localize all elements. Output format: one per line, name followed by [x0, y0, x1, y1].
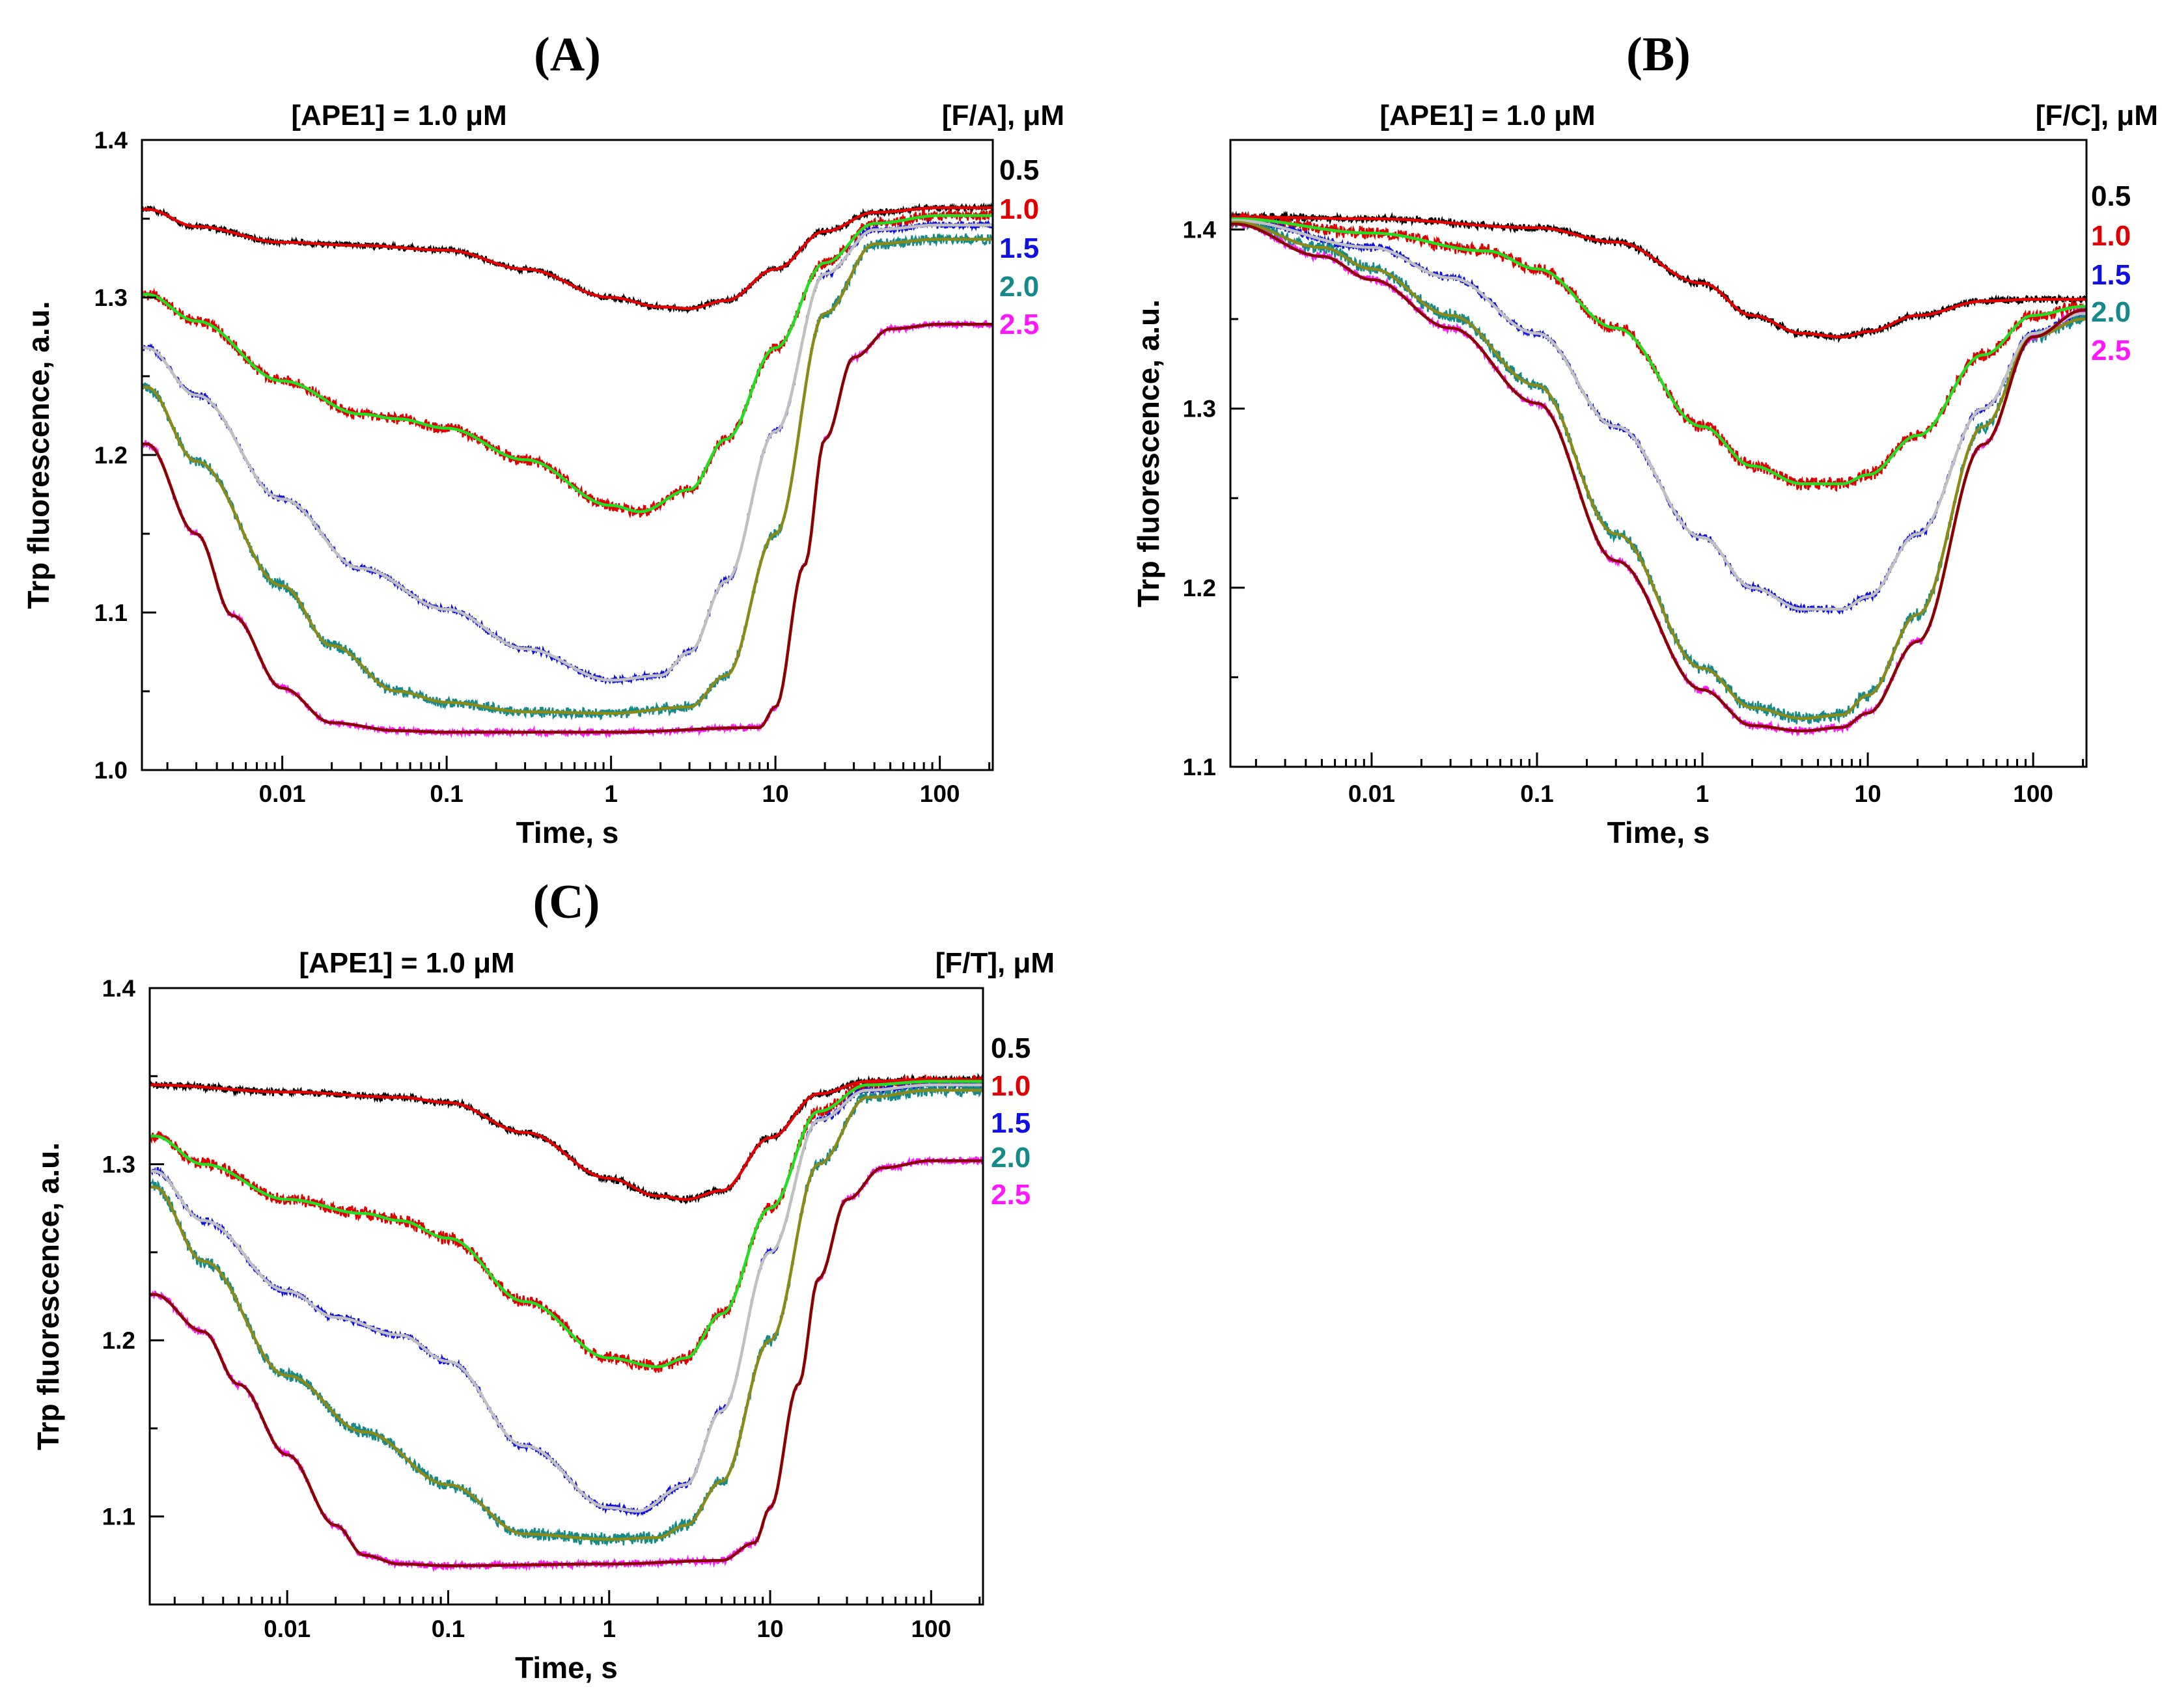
panel-c: (C) [APE1] = 1.0 μM [F/T], μM 0.01 0.1 1 10 100… [31, 875, 1055, 1685]
series-fit-line [150, 1080, 983, 1368]
legend-entry: 1.5 [2091, 259, 2131, 291]
y-tick-label: 1.2 [102, 1327, 135, 1354]
chart-title: [APE1] = 1.0 μM [299, 947, 514, 979]
legend-entry: 1.5 [991, 1107, 1031, 1139]
x-tick-label: 10 [762, 780, 789, 807]
series-fit-line [150, 1159, 983, 1567]
x-tick-label: 1 [604, 780, 618, 807]
series-fit-line [142, 206, 993, 310]
series-trace [150, 1079, 983, 1517]
y-axis-label: Trp fluorescence, a.u. [31, 1142, 65, 1450]
y-tick-label: 1.1 [1183, 754, 1216, 780]
y-tick-label: 1.4 [94, 127, 128, 154]
series-trace [150, 1155, 983, 1573]
x-tick-label: 0.1 [432, 1616, 465, 1642]
legend-title: [F/T], μM [935, 947, 1055, 979]
series-fit-line [1230, 221, 2086, 720]
series-trace [142, 219, 993, 686]
legend-entry: 2.5 [2091, 335, 2131, 366]
series-trace [142, 319, 993, 739]
series-fit-line [150, 1083, 983, 1513]
panel-letter: (C) [533, 875, 600, 929]
x-tick-label: 0.01 [1348, 780, 1395, 807]
axes-frame [148, 987, 984, 1606]
x-tick-label: 100 [911, 1616, 951, 1642]
panel-b: (B) [APE1] = 1.0 μM [F/C], μM 0.01 0.1 1 10 100… [1131, 28, 2158, 849]
x-tick-label: 1 [602, 1616, 616, 1642]
y-tick-label: 1.3 [102, 1151, 135, 1178]
legend-entry: 1.0 [999, 193, 1039, 225]
series-fit-line [1230, 219, 2086, 611]
x-tick-label: 0.1 [1520, 780, 1553, 807]
legend-entry: 2.5 [999, 309, 1039, 340]
x-axis-label: Time, s [1607, 816, 1710, 849]
series-fit-line [150, 1078, 983, 1201]
y-tick-label: 1.3 [1183, 396, 1216, 422]
chart-title: [APE1] = 1.0 μM [1379, 100, 1595, 131]
plot-area [142, 202, 993, 739]
series-fit-line [1230, 215, 2086, 338]
legend-entry: 2.5 [991, 1179, 1031, 1211]
series-trace [142, 202, 993, 314]
series-trace [150, 1073, 983, 1205]
x-tick-label: 100 [2013, 780, 2053, 807]
x-tick-label: 10 [756, 1616, 783, 1642]
panel-a: (A) [APE1] = 1.0 μM [F/A], μM 0.01 0.1 1 10 100… [21, 28, 1064, 849]
legend-entry: 0.5 [999, 154, 1039, 186]
y-axis-label: Trp fluorescence, a.u. [1131, 299, 1165, 607]
legend-entry: 0.5 [991, 1032, 1031, 1064]
series-trace [1230, 216, 2086, 725]
series-trace [1230, 210, 2086, 492]
plot-area [1230, 210, 2086, 737]
series-fit-line [142, 223, 993, 682]
panel-letter: (A) [534, 28, 601, 81]
series-trace [142, 208, 993, 519]
series-fit-line [1230, 223, 2086, 733]
y-tick-label: 1.1 [94, 599, 128, 626]
legend-entry: 1.0 [2091, 220, 2131, 252]
x-tick-label: 0.01 [264, 1616, 311, 1642]
legend-title: [F/A], μM [942, 100, 1064, 131]
y-tick-label: 1.2 [94, 442, 128, 469]
x-tick-label: 1 [1696, 780, 1710, 807]
x-tick-label: 0.01 [259, 780, 306, 807]
x-tick-label: 100 [920, 780, 960, 807]
legend-title: [F/C], μM [2036, 100, 2158, 131]
chart-title: [APE1] = 1.0 μM [291, 100, 506, 131]
y-tick-label: 1.4 [1183, 217, 1217, 243]
y-tick-label: 1.3 [94, 284, 128, 311]
legend-entry: 2.0 [991, 1142, 1031, 1174]
series-fit-line [1230, 217, 2086, 486]
panel-letter: (B) [1626, 28, 1691, 81]
y-tick-label: 1.1 [102, 1504, 135, 1530]
y-tick-label: 1.4 [102, 975, 136, 1002]
y-axis-label: Trp fluorescence, a.u. [21, 301, 55, 609]
y-tick-label: 1.2 [1183, 575, 1216, 601]
series-fit-line [142, 214, 993, 514]
x-axis-label: Time, s [516, 816, 619, 849]
x-axis-label: Time, s [515, 1651, 618, 1685]
legend-entry: 1.0 [991, 1070, 1031, 1102]
series-fit-line [150, 1088, 983, 1541]
legend-entry: 2.0 [2091, 296, 2131, 328]
series-fit-line [142, 322, 993, 734]
legend-entry: 0.5 [2091, 180, 2131, 212]
x-tick-label: 10 [1855, 780, 1881, 807]
legend-entry: 1.5 [999, 232, 1039, 264]
series-fit-line [142, 238, 993, 715]
plot-area [150, 1073, 983, 1573]
legend-entry: 2.0 [999, 271, 1039, 303]
x-tick-label: 0.1 [430, 780, 463, 807]
y-tick-label: 1.0 [94, 757, 128, 784]
axes-frame [1229, 139, 2088, 768]
